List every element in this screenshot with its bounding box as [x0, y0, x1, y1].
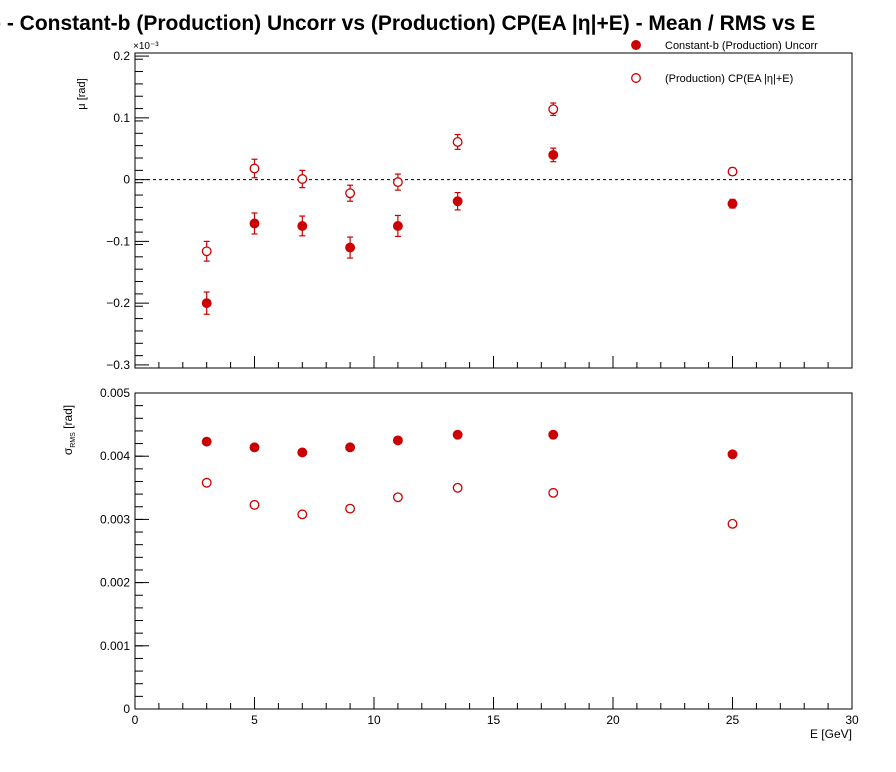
y-tick-label: −0.3 [106, 358, 130, 372]
data-point-filled [727, 198, 738, 209]
plot-frame [134, 52, 853, 369]
rms-panel: 0 0.001 0.002 0.003 0.004 0.005 σRMS [rad] 0 5 10… [61, 386, 859, 741]
y-tick-label: 0.004 [100, 449, 130, 463]
y-tick-label: 0.005 [100, 386, 130, 400]
data-point-filled [249, 218, 260, 229]
data-point-filled [548, 429, 559, 440]
x-tick-label: 25 [726, 713, 740, 727]
data-point-filled [201, 298, 212, 309]
data-point-filled [345, 242, 356, 253]
x-tick-label: 20 [606, 713, 620, 727]
data-point-open [297, 509, 308, 520]
y-tick-label: 0.001 [100, 639, 130, 653]
plot-frame [134, 392, 853, 710]
y-tick-label: 0.002 [100, 576, 130, 590]
data-point-filled [249, 442, 260, 453]
data-point-open [392, 177, 403, 188]
data-point-filled [392, 435, 403, 446]
legend-marker [631, 73, 641, 83]
data-point-filled [452, 429, 463, 440]
y-tick-label: 0.2 [113, 49, 130, 63]
data-point-open [345, 188, 356, 199]
data-point-open [345, 503, 356, 514]
y-axis-label: μ [rad] [76, 78, 88, 109]
data-point-filled [345, 442, 356, 453]
x-tick-label: 0 [132, 713, 139, 727]
data-point-open [452, 482, 463, 493]
y-tick-label: −0.2 [106, 296, 130, 310]
data-point-filled [548, 149, 559, 160]
y-tick-label: −0.1 [106, 234, 130, 248]
data-point-open [249, 163, 260, 174]
x-tick-label: 30 [845, 713, 859, 727]
legend-marker [631, 40, 641, 50]
x-tick-label: 10 [367, 713, 381, 727]
y-axis-label-unit: [rad] [61, 405, 75, 432]
legend-label: (Production) CP(EA |η|+E) [665, 73, 793, 85]
data-point-open [392, 492, 403, 503]
chart-title-text: φ - Constant-b (Production) Uncorr vs (P… [0, 12, 816, 35]
data-point-open [201, 477, 212, 488]
x-tick-label: 15 [487, 713, 501, 727]
data-point-filled [201, 436, 212, 447]
data-point-open [548, 487, 559, 498]
data-point-filled [727, 449, 738, 460]
data-point-open [727, 518, 738, 529]
y-tick-label: 0 [123, 702, 130, 716]
data-point-filled [297, 447, 308, 458]
y-tick-label: 0 [123, 173, 130, 187]
legend-label: Constant-b (Production) Uncorr [665, 40, 818, 52]
y-axis-label: σRMS [rad] [61, 405, 77, 455]
data-point-filled [452, 196, 463, 207]
y-tick-label: 0.1 [113, 111, 130, 125]
y-exponent-label: ×10⁻³ [133, 41, 159, 52]
data-point-open [249, 499, 260, 510]
x-axis-label: E [GeV] [810, 727, 852, 741]
y-axis-label-subscript: RMS [70, 432, 77, 448]
data-point-filled [297, 220, 308, 231]
x-tick-label: 5 [251, 713, 258, 727]
mean-panel: −0.3 −0.2 −0.1 0 0.1 0.2 μ [rad] ×10⁻³ Constant-… [76, 40, 853, 372]
y-axis-label-symbol: σ [61, 447, 75, 455]
data-point-open [297, 174, 308, 184]
data-point-open [727, 166, 738, 177]
data-point-open [201, 246, 212, 257]
data-point-open [548, 104, 559, 115]
data-point-filled [392, 220, 403, 231]
y-tick-label: 0.003 [100, 512, 130, 526]
data-point-open [452, 136, 463, 147]
chart-title: φ - Constant-b (Production) Uncorr vs (P… [0, 12, 896, 42]
